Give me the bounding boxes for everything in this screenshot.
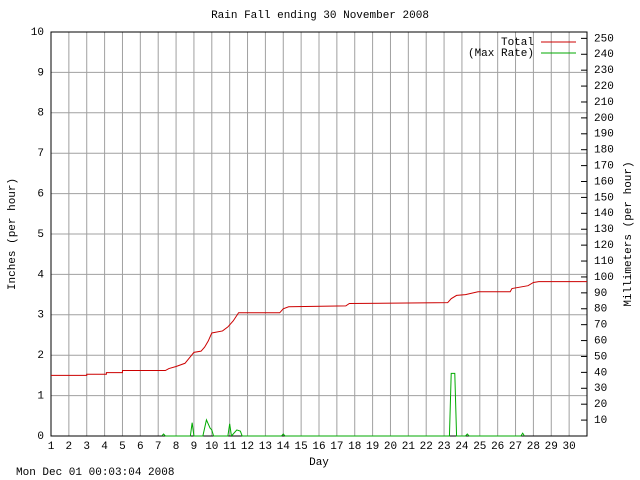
legend-label: (Max Rate) — [468, 48, 534, 60]
x-tick-label: 28 — [527, 441, 540, 453]
x-tick-label: 14 — [277, 441, 291, 453]
x-tick-label: 2 — [66, 441, 73, 453]
x-tick-label: 3 — [83, 441, 90, 453]
x-tick-label: 30 — [563, 441, 576, 453]
y-tick-label: 1 — [37, 391, 44, 403]
x-tick-label: 27 — [509, 441, 522, 453]
series-line — [51, 281, 587, 376]
y2-tick-label: 130 — [594, 224, 614, 236]
x-tick-label: 5 — [119, 441, 126, 453]
y-tick-label: 10 — [31, 27, 44, 39]
x-tick-label: 11 — [223, 441, 237, 453]
x-tick-label: 12 — [241, 441, 254, 453]
x-tick-label: 10 — [205, 441, 218, 453]
x-tick-label: 24 — [455, 441, 469, 453]
x-axis-label: Day — [309, 457, 329, 469]
x-tick-label: 8 — [173, 441, 180, 453]
y2-tick-label: 150 — [594, 192, 614, 204]
y-axis-label: Inches (per hour) — [7, 178, 19, 290]
chart-title: Rain Fall ending 30 November 2008 — [211, 10, 429, 22]
y2-tick-label: 160 — [594, 176, 614, 188]
y2-tick-label: 80 — [594, 304, 607, 316]
y2-tick-label: 240 — [594, 49, 614, 61]
x-tick-label: 26 — [491, 441, 504, 453]
x-tick-label: 25 — [473, 441, 486, 453]
timestamp: Mon Dec 01 00:03:04 2008 — [16, 467, 174, 479]
y2-tick-label: 220 — [594, 81, 614, 93]
x-tick-label: 15 — [295, 441, 308, 453]
y2-tick-label: 50 — [594, 351, 607, 363]
y2-tick-label: 10 — [594, 415, 607, 427]
y-tick-label: 3 — [37, 310, 44, 322]
x-tick-label: 4 — [101, 441, 108, 453]
x-tick-label: 23 — [437, 441, 450, 453]
y-tick-label: 0 — [37, 431, 44, 443]
y2-tick-label: 200 — [594, 113, 614, 125]
y-tick-label: 9 — [37, 67, 44, 79]
y2-tick-label: 40 — [594, 367, 607, 379]
x-tick-label: 7 — [155, 441, 162, 453]
y2-tick-label: 110 — [594, 256, 614, 268]
y2-tick-label: 120 — [594, 240, 614, 252]
y-tick-label: 5 — [37, 229, 44, 241]
y2-tick-label: 250 — [594, 33, 614, 45]
y-tick-label: 6 — [37, 189, 44, 201]
x-tick-label: 9 — [191, 441, 198, 453]
y2-axis-label: Millimeters (per hour) — [623, 161, 635, 306]
y2-tick-label: 60 — [594, 335, 607, 347]
y2-tick-label: 100 — [594, 272, 614, 284]
y-tick-label: 8 — [37, 108, 44, 120]
y2-tick-label: 30 — [594, 383, 607, 395]
y-tick-label: 2 — [37, 350, 44, 362]
y2-tick-label: 70 — [594, 320, 607, 332]
series-line — [161, 372, 525, 438]
x-tick-label: 18 — [348, 441, 361, 453]
x-tick-label: 29 — [545, 441, 558, 453]
y2-tick-label: 20 — [594, 399, 607, 411]
y2-tick-label: 230 — [594, 65, 614, 77]
y-tick-label: 7 — [37, 148, 44, 160]
x-tick-label: 17 — [330, 441, 343, 453]
y2-tick-label: 210 — [594, 97, 614, 109]
x-tick-label: 16 — [312, 441, 325, 453]
legend-label: Total — [501, 37, 534, 49]
x-tick-label: 19 — [366, 441, 379, 453]
x-tick-label: 21 — [402, 441, 416, 453]
x-tick-label: 20 — [384, 441, 397, 453]
y2-tick-label: 190 — [594, 129, 614, 141]
y2-tick-label: 90 — [594, 288, 607, 300]
x-tick-label: 13 — [259, 441, 272, 453]
x-tick-label: 22 — [420, 441, 433, 453]
x-tick-label: 6 — [137, 441, 144, 453]
y2-tick-label: 170 — [594, 161, 614, 173]
y2-tick-label: 140 — [594, 208, 614, 220]
y-tick-label: 4 — [37, 269, 44, 281]
y2-tick-label: 180 — [594, 145, 614, 157]
x-tick-label: 1 — [48, 441, 55, 453]
